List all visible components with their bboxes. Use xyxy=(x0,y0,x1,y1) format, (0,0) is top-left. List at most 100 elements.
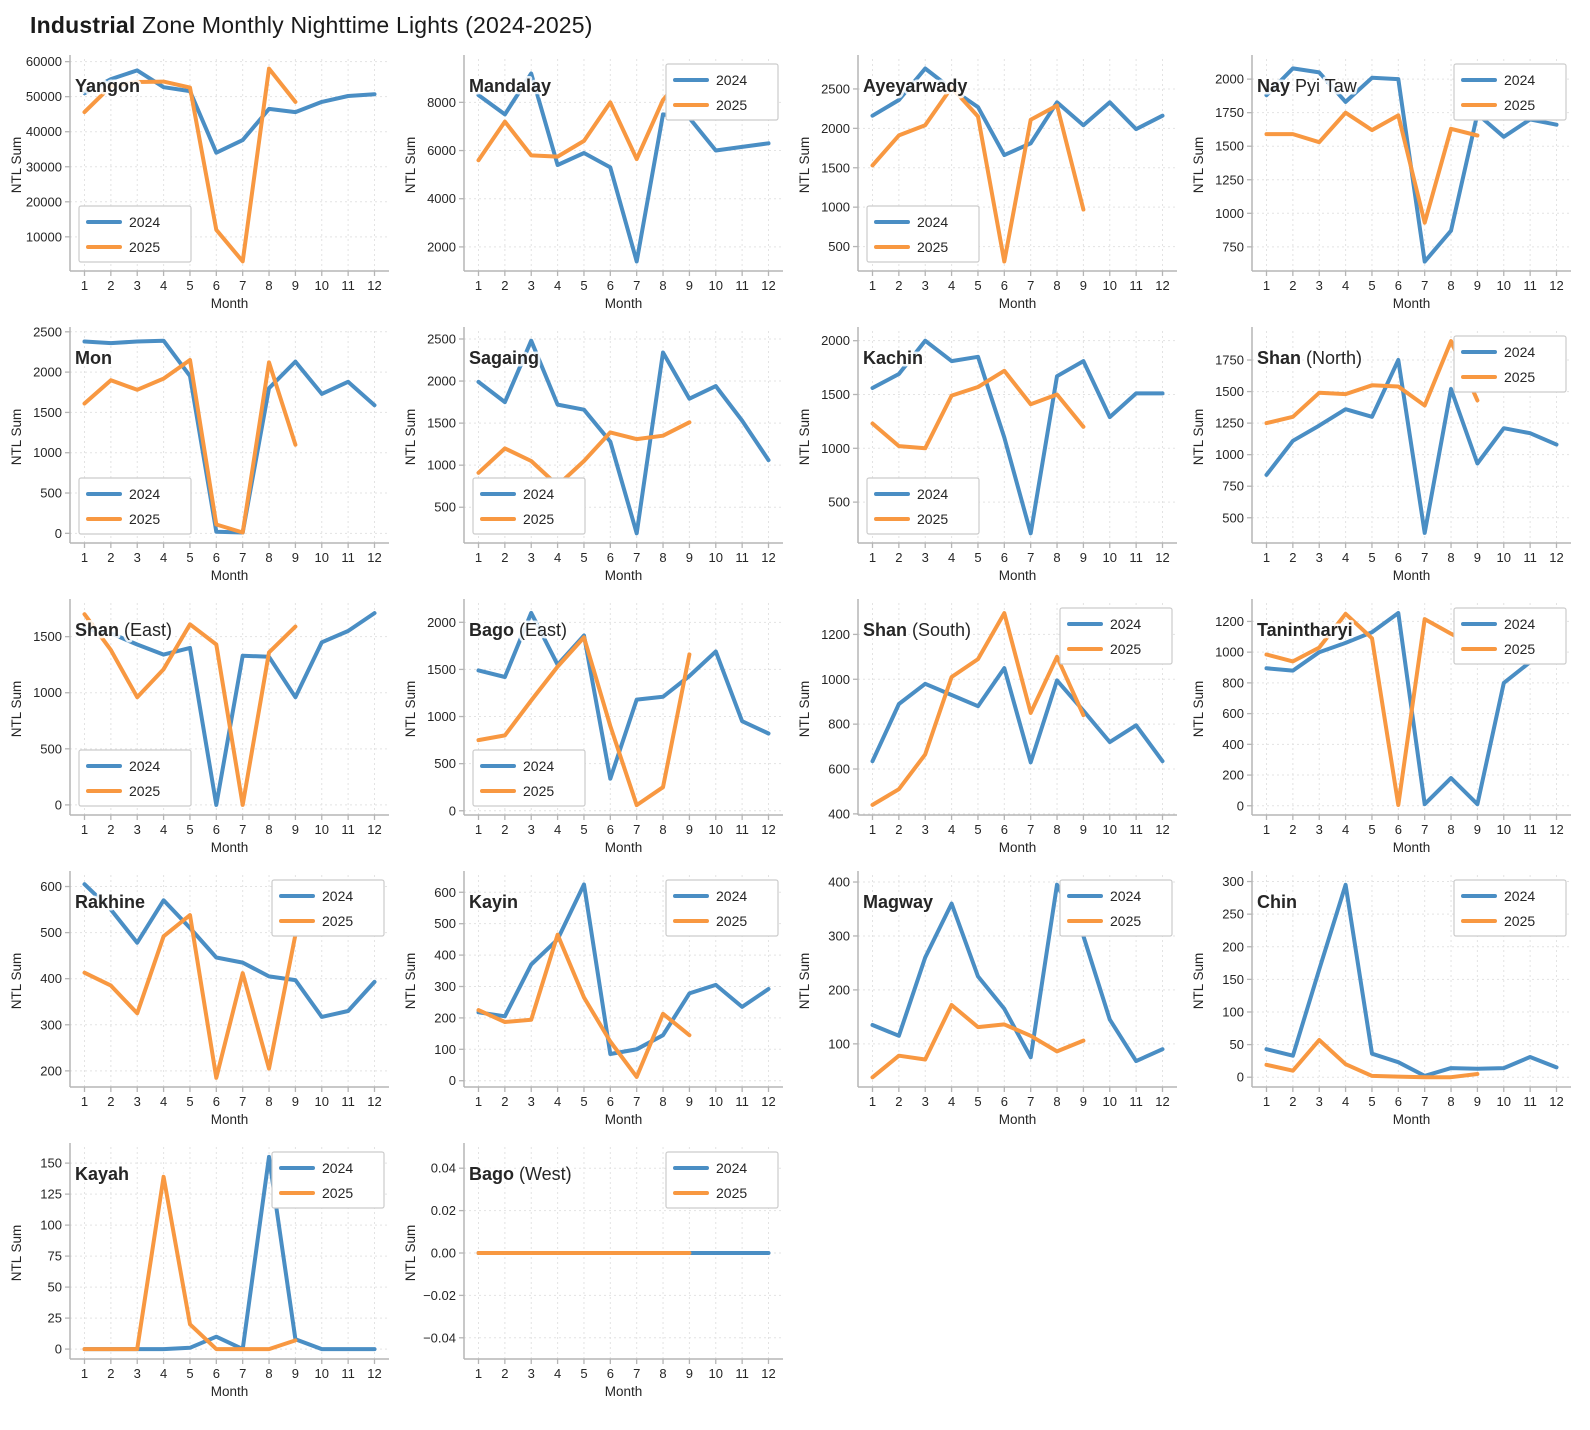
legend-label-2024: 2024 xyxy=(129,758,160,774)
line-2024 xyxy=(870,66,1165,158)
tick-marks xyxy=(1247,880,1558,1092)
legend: 2024 2025 xyxy=(1453,607,1567,665)
x-tick-label: 6 xyxy=(213,1366,220,1381)
x-axis-label: Month xyxy=(999,296,1037,311)
legend-label-2024: 2024 xyxy=(1504,344,1535,360)
x-tick-label: 2 xyxy=(107,550,114,565)
x-tick-label: 7 xyxy=(1027,550,1034,565)
x-tick-label: 9 xyxy=(686,278,693,293)
chart-title: Kachin xyxy=(863,348,923,368)
x-tick-label: 5 xyxy=(186,1366,193,1381)
axes-spines xyxy=(463,599,783,816)
y-tick-label: 1000 xyxy=(1215,645,1244,660)
x-tick-label: 3 xyxy=(528,822,535,837)
y-tick-label: 2500 xyxy=(33,324,62,339)
x-tick-label: 4 xyxy=(948,822,955,837)
x-tick-label: 9 xyxy=(1474,550,1481,565)
y-tick-label: 500 xyxy=(434,916,456,931)
y-tick-label: 0.02 xyxy=(431,1203,456,1218)
y-tick-label: 150 xyxy=(40,1156,62,1171)
x-tick-label: 2 xyxy=(895,278,902,293)
x-tick-label: 1 xyxy=(1263,550,1270,565)
x-tick-label: 1 xyxy=(81,550,88,565)
x-tick-label: 6 xyxy=(1395,822,1402,837)
x-tick-label: 5 xyxy=(186,550,193,565)
x-tick-label: 3 xyxy=(134,278,141,293)
y-tick-label: 50 xyxy=(48,1280,62,1295)
x-tick-label: 2 xyxy=(107,1366,114,1381)
x-tick-label: 3 xyxy=(1316,822,1323,837)
x-tick-label: 7 xyxy=(1421,822,1428,837)
y-tick-label: 100 xyxy=(40,1218,62,1233)
x-tick-label: 9 xyxy=(292,278,299,293)
chart-title: Sagaing xyxy=(469,348,539,368)
legend: 2024 2025 xyxy=(1453,335,1567,393)
legend-label-2025: 2025 xyxy=(523,511,554,527)
y-tick-label: 2000 xyxy=(821,333,850,348)
y-tick-label: 500 xyxy=(828,239,850,254)
legend: 2024 2025 xyxy=(665,63,779,121)
axes-spines xyxy=(857,327,1177,544)
y-tick-label: 0 xyxy=(55,1342,62,1357)
y-tick-label: 50 xyxy=(1230,1037,1244,1052)
x-tick-label: 1 xyxy=(475,1366,482,1381)
y-axis-label: NTL Sum xyxy=(403,137,418,194)
y-tick-label: 150 xyxy=(1222,972,1244,987)
x-tick-label: 3 xyxy=(134,1094,141,1109)
y-tick-label: 200 xyxy=(40,1063,62,1078)
x-tick-label: 10 xyxy=(315,278,329,293)
x-axis-label: Month xyxy=(1393,296,1431,311)
y-tick-label: 0 xyxy=(1237,1070,1244,1085)
tick-marks xyxy=(65,1162,376,1364)
x-tick-label: 2 xyxy=(107,822,114,837)
legend-label-2025: 2025 xyxy=(917,511,948,527)
x-tick-label: 10 xyxy=(709,1366,723,1381)
line-2025 xyxy=(82,66,298,264)
x-tick-label: 1 xyxy=(1263,278,1270,293)
y-tick-label: 600 xyxy=(40,879,62,894)
y-tick-label: 40000 xyxy=(26,124,62,139)
y-tick-label: 600 xyxy=(1222,706,1244,721)
x-tick-label: 3 xyxy=(922,550,929,565)
tick-marks xyxy=(853,88,1164,276)
x-tick-label: 3 xyxy=(922,1094,929,1109)
y-tick-label: 1500 xyxy=(1215,139,1244,154)
y-axis-label: NTL Sum xyxy=(797,953,812,1010)
tick-marks xyxy=(853,633,1164,820)
x-tick-label: 2 xyxy=(895,550,902,565)
y-axis-label: NTL Sum xyxy=(9,409,24,466)
x-axis-label: Month xyxy=(605,1112,643,1127)
y-tick-label: 1200 xyxy=(1215,614,1244,629)
x-tick-label: 7 xyxy=(633,550,640,565)
y-tick-label: 200 xyxy=(1222,768,1244,783)
axes-spines xyxy=(69,55,389,272)
x-tick-label: 8 xyxy=(1447,550,1454,565)
y-tick-label: 200 xyxy=(434,1010,456,1025)
tick-marks xyxy=(459,621,770,820)
x-tick-label: 5 xyxy=(580,1094,587,1109)
legend-label-2025: 2025 xyxy=(1504,913,1535,929)
x-tick-label: 5 xyxy=(1368,822,1375,837)
axes-spines xyxy=(857,871,1177,1088)
axes-spines xyxy=(1251,327,1571,544)
y-tick-label: 10000 xyxy=(26,229,62,244)
x-tick-label: 2 xyxy=(501,278,508,293)
axes-spines xyxy=(463,1143,783,1360)
x-tick-label: 4 xyxy=(554,1366,561,1381)
axes-spines xyxy=(1251,55,1571,272)
y-tick-label: 75 xyxy=(48,1249,62,1264)
legend: 2024 2025 xyxy=(78,749,192,807)
legend-label-2025: 2025 xyxy=(1110,641,1141,657)
y-tick-label: 600 xyxy=(828,762,850,777)
x-tick-label: 9 xyxy=(1474,278,1481,293)
y-tick-label: 1000 xyxy=(821,200,850,215)
